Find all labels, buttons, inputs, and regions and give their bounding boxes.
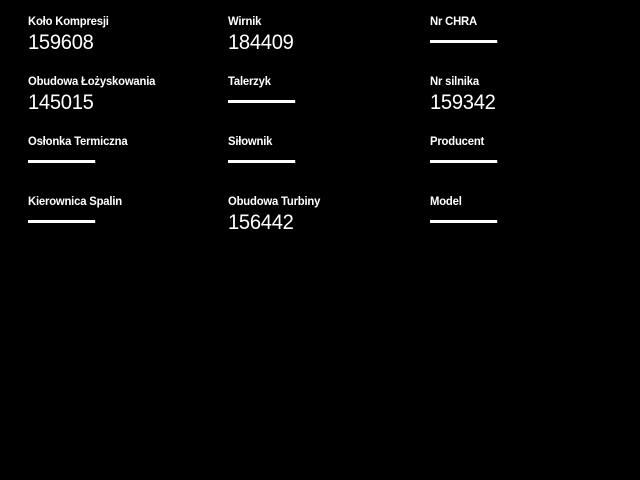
- part-field: Nr silnika 159342: [430, 74, 640, 134]
- part-field-empty-placeholder: [430, 40, 498, 43]
- part-field: Model: [430, 194, 640, 254]
- part-field: Obudowa Łożyskowania 145015: [28, 74, 228, 134]
- part-field-empty-placeholder: [228, 160, 296, 163]
- part-field-label: Talerzyk: [228, 74, 271, 88]
- part-field-label: Obudowa Turbiny: [228, 194, 321, 208]
- part-field-value: 159342: [430, 91, 496, 114]
- part-field-label: Kierownica Spalin: [28, 194, 122, 208]
- part-field-label: Obudowa Łożyskowania: [28, 74, 156, 88]
- part-field: Nr CHRA: [430, 14, 640, 74]
- part-field-label: Osłonka Termiczna: [28, 134, 128, 148]
- part-field: Koło Kompresji 159608: [28, 14, 228, 74]
- part-field-value: 145015: [28, 91, 94, 114]
- part-field-label: Siłownik: [228, 134, 273, 148]
- part-field-value: 184409: [228, 31, 294, 54]
- part-field-empty-placeholder: [430, 220, 498, 223]
- part-field-empty-placeholder: [28, 220, 96, 223]
- part-field-label: Producent: [430, 134, 485, 148]
- part-field-label: Wirnik: [228, 14, 262, 28]
- part-field-value: 156442: [228, 211, 294, 234]
- part-field-empty-placeholder: [228, 100, 296, 103]
- part-field: Wirnik 184409: [228, 14, 430, 74]
- part-field: Osłonka Termiczna: [28, 134, 228, 194]
- part-field: Producent: [430, 134, 640, 194]
- parts-field-grid: Koło Kompresji 159608 Wirnik 184409 Nr CHRA O…: [0, 14, 640, 254]
- part-field: Siłownik: [228, 134, 430, 194]
- part-field-label: Nr CHRA: [430, 14, 477, 28]
- part-field: Talerzyk: [228, 74, 430, 134]
- part-field-empty-placeholder: [28, 160, 96, 163]
- part-field-value: 159608: [28, 31, 94, 54]
- part-field-label: Koło Kompresji: [28, 14, 109, 28]
- part-field: Kierownica Spalin: [28, 194, 228, 254]
- part-field-label: Model: [430, 194, 462, 208]
- part-field-label: Nr silnika: [430, 74, 479, 88]
- part-field: Obudowa Turbiny 156442: [228, 194, 430, 254]
- part-field-empty-placeholder: [430, 160, 498, 163]
